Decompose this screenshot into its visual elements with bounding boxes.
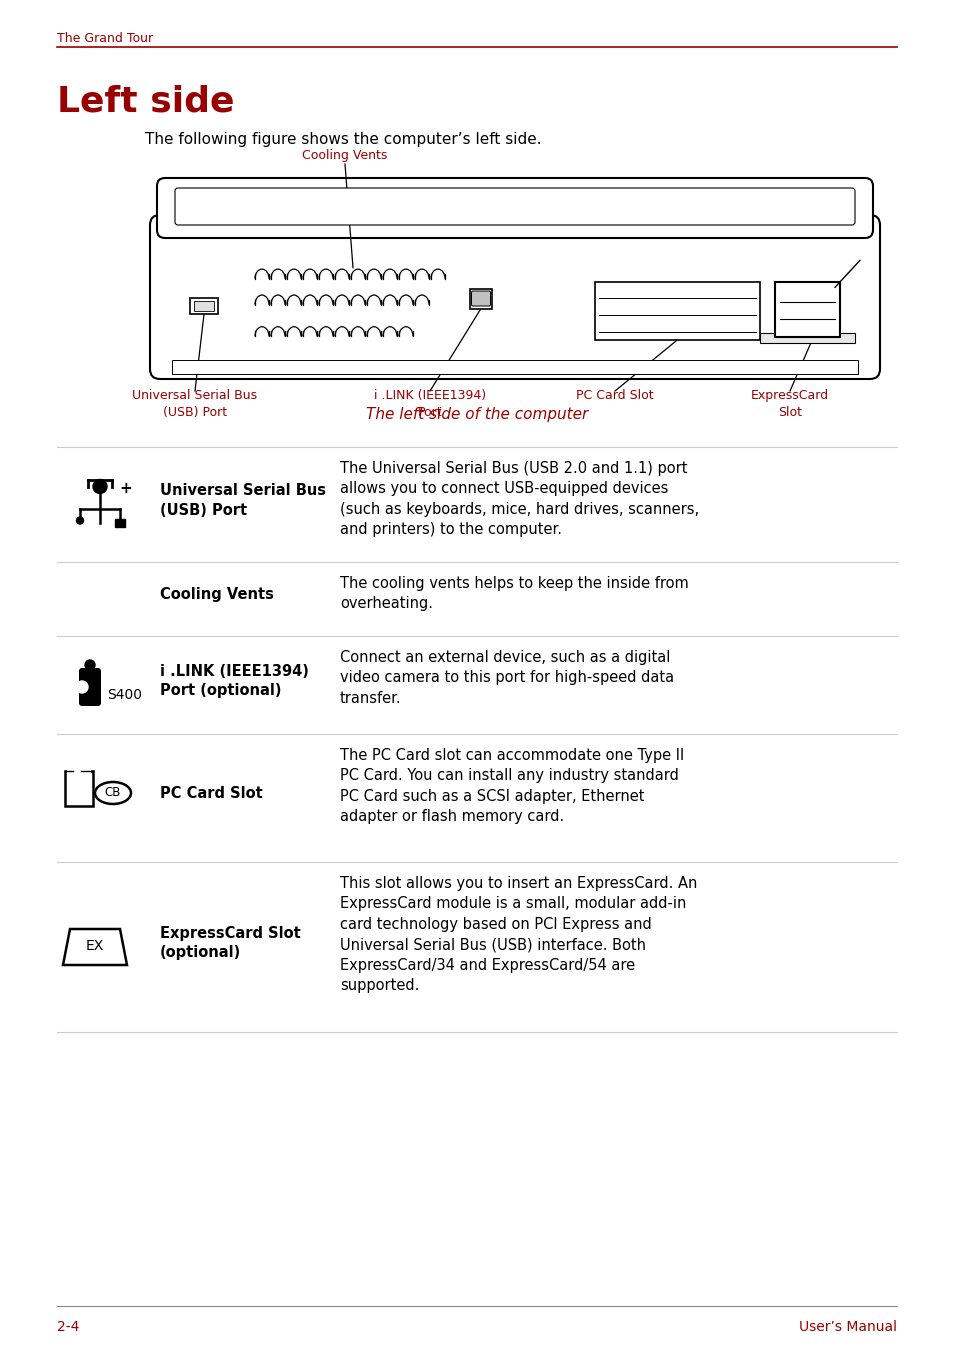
Circle shape <box>85 660 95 671</box>
Text: User’s Manual: User’s Manual <box>799 1320 896 1334</box>
Circle shape <box>76 516 84 525</box>
Text: ExpressCard
Slot: ExpressCard Slot <box>750 389 828 419</box>
Polygon shape <box>63 929 127 965</box>
Text: The left side of the computer: The left side of the computer <box>366 407 587 422</box>
Text: Cooling Vents: Cooling Vents <box>302 149 387 162</box>
Text: The cooling vents helps to keep the inside from
overheating.: The cooling vents helps to keep the insi… <box>339 576 688 611</box>
Bar <box>774 283 840 337</box>
Text: This slot allows you to insert an ExpressCard. An
ExpressCard module is a small,: This slot allows you to insert an Expres… <box>339 876 697 992</box>
FancyBboxPatch shape <box>174 188 854 224</box>
Text: PC Card Slot: PC Card Slot <box>576 389 653 402</box>
Text: 2-4: 2-4 <box>57 1320 79 1334</box>
Text: EX: EX <box>86 940 104 953</box>
FancyBboxPatch shape <box>157 178 872 238</box>
Text: Universal Serial Bus
(USB) Port: Universal Serial Bus (USB) Port <box>132 389 257 419</box>
Text: Cooling Vents: Cooling Vents <box>160 588 274 603</box>
Bar <box>172 360 857 375</box>
Ellipse shape <box>95 781 131 804</box>
Text: Left side: Left side <box>57 84 234 118</box>
Text: The PC Card slot can accommodate one Type II
PC Card. You can install any indust: The PC Card slot can accommodate one Typ… <box>339 748 683 825</box>
Bar <box>470 288 492 308</box>
Text: +: + <box>119 481 132 496</box>
Text: ExpressCard Slot
(optional): ExpressCard Slot (optional) <box>160 926 300 960</box>
Text: The Grand Tour: The Grand Tour <box>57 32 153 45</box>
Text: CB: CB <box>105 787 121 799</box>
Text: i .LINK (IEEE1394)
Port (optional): i .LINK (IEEE1394) Port (optional) <box>160 664 309 699</box>
Bar <box>67 771 91 776</box>
FancyBboxPatch shape <box>471 291 490 306</box>
Text: The following figure shows the computer’s left side.: The following figure shows the computer’… <box>145 132 541 147</box>
Circle shape <box>92 480 107 493</box>
FancyBboxPatch shape <box>79 668 101 706</box>
Bar <box>65 771 92 806</box>
Circle shape <box>76 681 88 694</box>
Bar <box>760 333 854 343</box>
Text: i .LINK (IEEE1394)
Port: i .LINK (IEEE1394) Port <box>374 389 485 419</box>
Bar <box>193 301 213 311</box>
Bar <box>595 283 760 341</box>
Bar <box>190 299 218 314</box>
Text: Connect an external device, such as a digital
video camera to this port for high: Connect an external device, such as a di… <box>339 650 674 706</box>
FancyBboxPatch shape <box>150 215 879 379</box>
Text: Universal Serial Bus
(USB) Port: Universal Serial Bus (USB) Port <box>160 483 326 518</box>
Text: S400: S400 <box>107 688 142 702</box>
Text: PC Card Slot: PC Card Slot <box>160 787 262 802</box>
Bar <box>115 519 125 526</box>
Text: The Universal Serial Bus (USB 2.0 and 1.1) port
allows you to connect USB-equipp: The Universal Serial Bus (USB 2.0 and 1.… <box>339 461 699 537</box>
